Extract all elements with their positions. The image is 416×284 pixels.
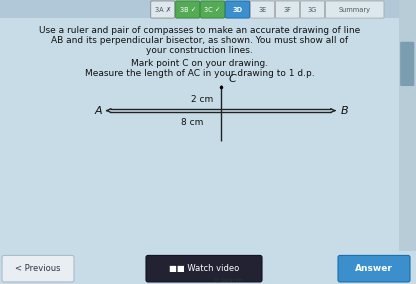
FancyBboxPatch shape [250, 1, 275, 18]
FancyBboxPatch shape [201, 1, 225, 18]
Text: A: A [95, 106, 103, 116]
Text: 3E: 3E [258, 7, 267, 12]
Text: Answer: Answer [355, 264, 393, 273]
Text: 3A ✗: 3A ✗ [155, 7, 171, 12]
Text: C: C [228, 74, 236, 84]
FancyBboxPatch shape [176, 1, 200, 18]
Text: AB and its perpendicular bisector, as shown. You must show all of: AB and its perpendicular bisector, as sh… [51, 36, 348, 45]
Bar [0, 0, 399, 18]
Text: Mark point C on your drawing.: Mark point C on your drawing. [131, 59, 268, 68]
FancyBboxPatch shape [338, 255, 410, 282]
Text: ■■ Watch video: ■■ Watch video [169, 264, 239, 273]
Text: B: B [341, 106, 349, 116]
Text: your construction lines.: your construction lines. [146, 46, 253, 55]
FancyBboxPatch shape [275, 1, 300, 18]
Text: 3G: 3G [308, 7, 317, 12]
FancyBboxPatch shape [151, 1, 175, 18]
Text: < Previous: < Previous [15, 264, 61, 273]
Text: 8 cm: 8 cm [181, 118, 203, 127]
Text: Measure the length of AC in your drawing to 1 d.p.: Measure the length of AC in your drawing… [85, 69, 314, 78]
Text: Q Search: Q Search [174, 277, 242, 283]
Text: 3D: 3D [233, 7, 243, 12]
Text: Use a ruler and pair of compasses to make an accurate drawing of line: Use a ruler and pair of compasses to mak… [39, 26, 360, 35]
FancyBboxPatch shape [146, 255, 262, 282]
Text: 3B ✓: 3B ✓ [180, 7, 196, 12]
FancyBboxPatch shape [225, 1, 250, 18]
FancyBboxPatch shape [300, 1, 324, 18]
Text: 3F: 3F [284, 7, 292, 12]
FancyBboxPatch shape [2, 255, 74, 282]
FancyBboxPatch shape [325, 1, 384, 18]
Text: 2 cm: 2 cm [191, 95, 213, 104]
Text: 3C ✓: 3C ✓ [204, 7, 221, 12]
Text: Summary: Summary [339, 7, 371, 12]
